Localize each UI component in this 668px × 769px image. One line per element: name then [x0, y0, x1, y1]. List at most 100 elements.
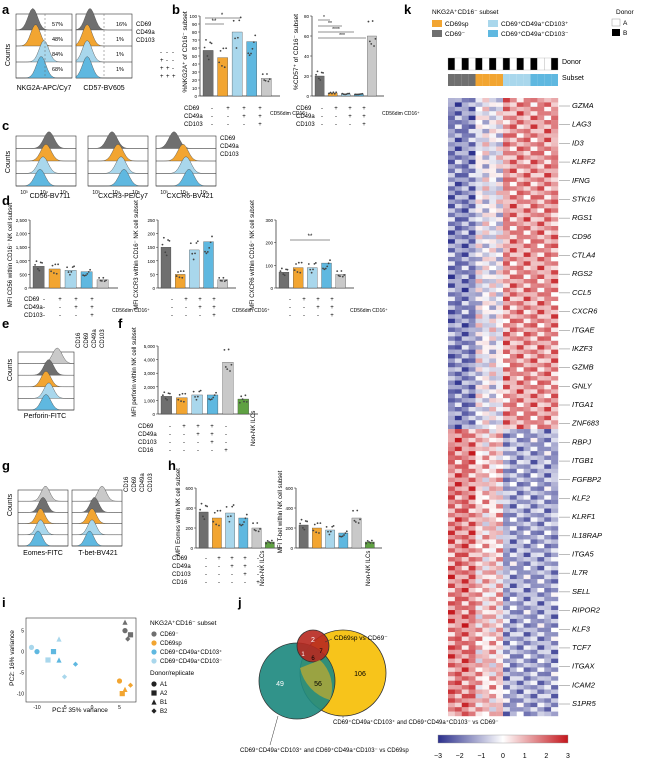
panel-k-heat-cell — [530, 120, 538, 125]
panel-k-heat-cell — [530, 535, 538, 540]
panel-k-heat-cell — [482, 442, 490, 447]
panel-k-heat-cell — [489, 234, 497, 240]
panel-k-heat-cell — [475, 693, 483, 699]
panel-a-sign: - — [160, 50, 162, 56]
panel-k-heat-cell — [537, 645, 545, 650]
panel-d3-point — [341, 275, 344, 278]
panel-f-point — [244, 394, 247, 397]
panel-k-heat-cell — [461, 212, 469, 218]
panel-k-heat-cell — [468, 168, 476, 174]
panel-k-heat-cell — [544, 539, 552, 545]
panel-k-heat-cell — [448, 636, 456, 642]
panel-d2-sign: - — [171, 313, 173, 319]
panel-k-heat-cell — [448, 243, 456, 249]
panel-k-heat-cell — [468, 120, 476, 125]
panel-k-heat-cell — [468, 521, 476, 527]
panel-k-heat-cell — [551, 654, 559, 659]
panel-k-heat-cell — [537, 579, 545, 584]
panel-k-heat-cell — [454, 459, 462, 465]
panel-k-heat-cell — [551, 486, 559, 492]
panel-k-heat-cell — [461, 106, 469, 112]
panel-d-row-cd69: CD69 — [24, 297, 40, 303]
panel-k-heat-cell — [461, 548, 469, 553]
panel-b2-point — [328, 92, 331, 95]
panel-k-heat-cell — [461, 689, 469, 695]
panel-k-gene-label: LAG3 — [572, 120, 592, 129]
panel-h2-point — [329, 530, 332, 533]
panel-k-heat-cell — [537, 389, 545, 394]
panel-k-heat-cell — [475, 676, 483, 681]
panel-k-heat-cell — [468, 287, 476, 293]
panel-k-heat-cell — [468, 318, 476, 324]
panel-k-heat-cell — [516, 539, 524, 545]
panel-k-heat-cell — [475, 473, 483, 478]
panel-k-heat-cell — [530, 459, 538, 465]
panel-k-heat-cell — [475, 181, 483, 187]
panel-k-heat-cell — [461, 358, 469, 364]
panel-d1-ytick-label: 2,500 — [16, 218, 28, 223]
panel-k-heat-cell — [475, 190, 483, 196]
panel-b2-point — [371, 20, 374, 22]
panel-k-heat-cell — [475, 451, 483, 456]
panel-k-heat-cell — [530, 676, 538, 681]
panel-k-heat-cell — [516, 526, 524, 531]
panel-k-heat-cell — [496, 274, 504, 280]
panel-k-heat-cell — [475, 173, 483, 178]
panel-k-heat-cell — [509, 459, 517, 465]
panel-k-heat-cell — [448, 689, 456, 695]
panel-k-heat-cell — [454, 711, 462, 717]
panel-k-heat-cell — [468, 248, 476, 253]
panel-k-heat-cell — [503, 596, 511, 602]
panel-k-heat-cell — [461, 164, 469, 169]
panel-k-heat-cell — [454, 239, 462, 244]
panel-k-heat-cell — [475, 203, 483, 209]
panel-k-heat-cell — [509, 592, 517, 598]
panel-e: Counts Perforin-FITC CD16 CD69 CD49a CD1… — [7, 329, 106, 420]
panel-k-heat-cell — [461, 331, 469, 337]
panel-k-heat-cell — [482, 142, 490, 147]
panel-k-heat-cell — [509, 173, 517, 178]
panel-k-heat-cell — [454, 265, 462, 271]
panel-k-heat-cell — [523, 221, 531, 227]
panel-k-heat-cell — [523, 120, 531, 125]
panel-k-heat-cell — [523, 181, 531, 187]
panel-k-heat-cell — [461, 587, 469, 593]
panel-c-letter: c — [2, 118, 9, 133]
panel-k-heat-cell — [544, 671, 552, 677]
panel-k-heat-cell — [544, 345, 552, 350]
panel-k-heat-cell — [475, 636, 483, 642]
panel-d-letter: d — [2, 193, 10, 208]
panel-k-donor-title: Donor — [616, 9, 635, 16]
panel-k-heat-cell — [537, 278, 545, 284]
panel-k-heat-cell — [482, 459, 490, 465]
panel-k-heat-cell — [468, 610, 476, 615]
panel-f-point — [192, 390, 195, 393]
panel-k-heat-cell — [496, 623, 504, 628]
panel-k-heat-cell — [475, 124, 483, 130]
panel-k-heat-cell — [551, 663, 559, 668]
panel-k-heat-cell — [530, 168, 538, 174]
panel-k-heat-cell — [454, 596, 462, 602]
panel-k-heat-cell — [544, 592, 552, 598]
panel-k-heat-cell — [516, 570, 524, 575]
panel-k-heat-cell — [544, 102, 552, 108]
panel-k-heat-cell — [530, 265, 538, 271]
panel-k-heat-cell — [454, 146, 462, 152]
panel-k-heat-cell — [509, 270, 517, 275]
panel-k-heat-cell — [551, 442, 559, 447]
panel-k-heat-cell — [509, 376, 517, 381]
panel-k-heat-cell — [503, 155, 511, 160]
panel-k-heat-cell — [503, 146, 511, 152]
panel-k-heat-cell — [496, 468, 504, 474]
panel-f-point — [238, 401, 241, 404]
panel-k-letter: k — [404, 2, 412, 17]
panel-k-heat-cell — [454, 278, 462, 284]
panel-k-heat-cell — [503, 384, 511, 390]
panel-k-heat-cell — [523, 159, 531, 165]
panel-k-heat-cell — [503, 407, 511, 412]
panel-h1-point — [244, 517, 247, 520]
panel-b2-point — [373, 45, 375, 47]
panel-k-heat-cell — [461, 142, 469, 147]
panel-k-heat-cell — [468, 561, 476, 567]
panel-k-heat-cell — [503, 614, 511, 620]
